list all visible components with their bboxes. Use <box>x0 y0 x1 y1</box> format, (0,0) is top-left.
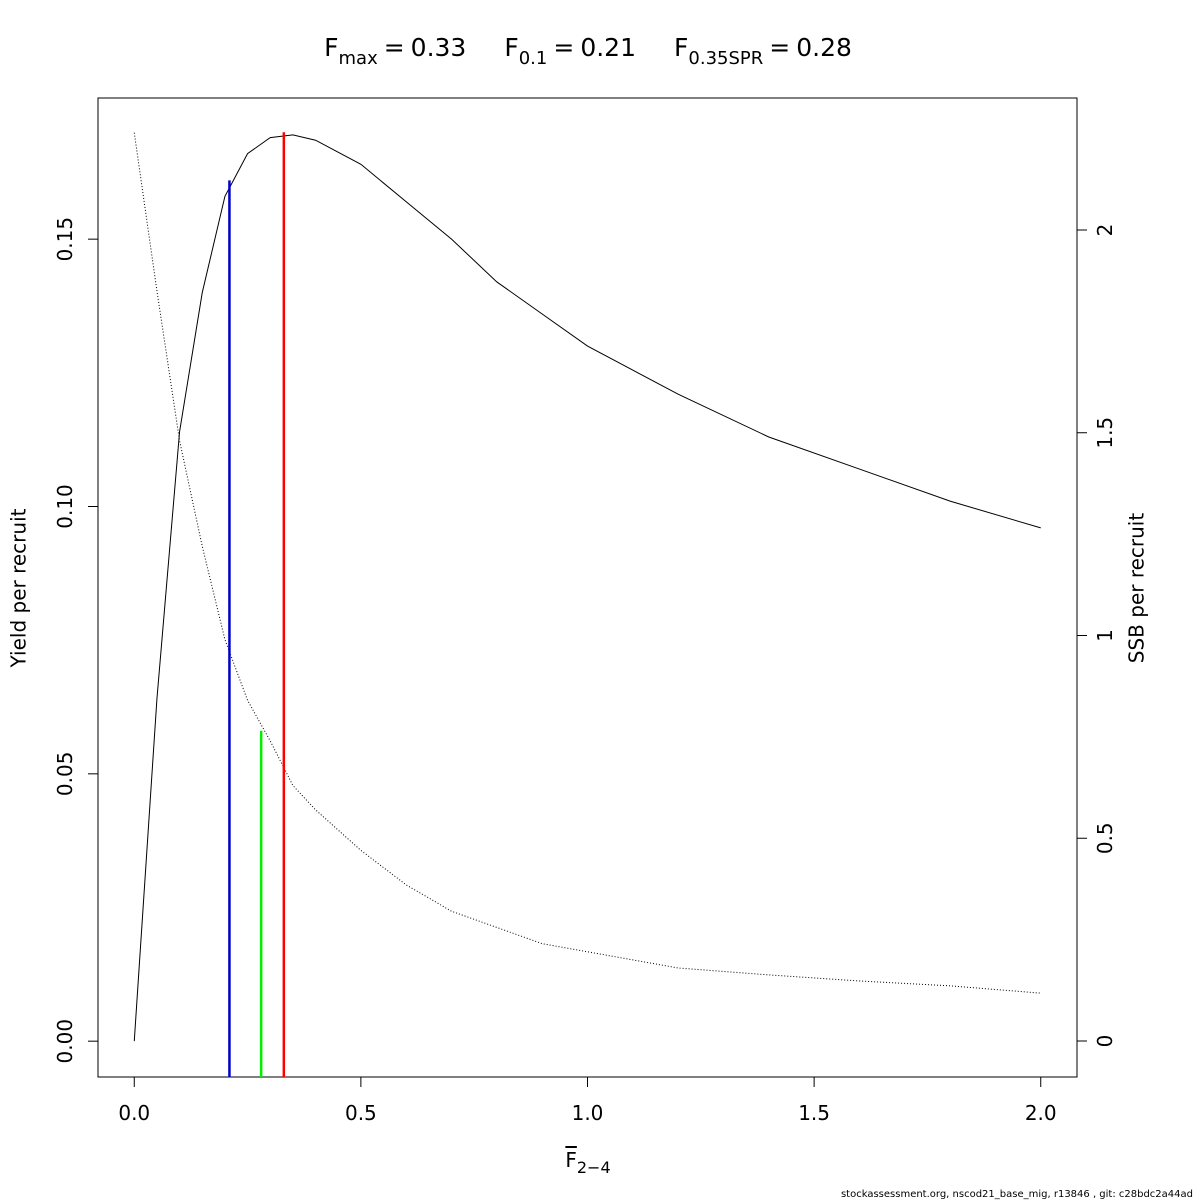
x-tick-label: 2.0 <box>1025 1101 1057 1125</box>
y-tick-label: 0.05 <box>53 752 77 797</box>
y2-tick-label: 0 <box>1093 1035 1117 1048</box>
x-tick-label: 0.0 <box>118 1101 150 1125</box>
y-tick-label: 0.10 <box>53 484 77 529</box>
title-symbol: F <box>324 33 338 62</box>
x-tick-label: 1.5 <box>798 1101 830 1125</box>
title-value: 0.21 <box>580 33 636 62</box>
x-tick-label: 1.0 <box>572 1101 604 1125</box>
footer: stockassessment.org, nscod21_base_mig, r… <box>841 1189 1193 1200</box>
y-tick-label: 0.15 <box>53 217 77 262</box>
x-label-subscript: 2−4 <box>577 1158 611 1177</box>
x-axis-label: F2−4 <box>565 1148 610 1177</box>
y2-axis-label: SSB per recruit <box>1125 513 1149 664</box>
x-tick-label: 0.5 <box>345 1101 377 1125</box>
title-value: 0.33 <box>411 33 467 62</box>
title-subscript: 0.1 <box>519 48 548 69</box>
title-subscript: 0.35SPR <box>688 48 763 69</box>
chart-title: Fmax = 0.33 F0.1 = 0.21 F0.35SPR = 0.28 <box>324 33 852 69</box>
title-value: 0.28 <box>796 33 852 62</box>
plot-frame <box>97 97 1078 1078</box>
y2-tick-label: 0.5 <box>1093 822 1117 854</box>
title-operator: = <box>769 33 790 62</box>
x-label-symbol: F <box>565 1148 577 1172</box>
title-operator: = <box>553 33 574 62</box>
series-line <box>133 132 1041 994</box>
title-operator: = <box>384 33 405 62</box>
y-axis-label: Yield per recruit <box>7 508 31 668</box>
y2-tick-label: 1.5 <box>1093 417 1117 449</box>
title-subscript: max <box>339 48 379 69</box>
title-symbol: F <box>674 33 688 62</box>
y2-tick-label: 2 <box>1093 224 1117 237</box>
series-line <box>133 134 1041 1042</box>
y2-tick-label: 1 <box>1093 629 1117 642</box>
y-tick-label: 0.00 <box>53 1019 77 1064</box>
title-symbol: F <box>504 33 518 62</box>
